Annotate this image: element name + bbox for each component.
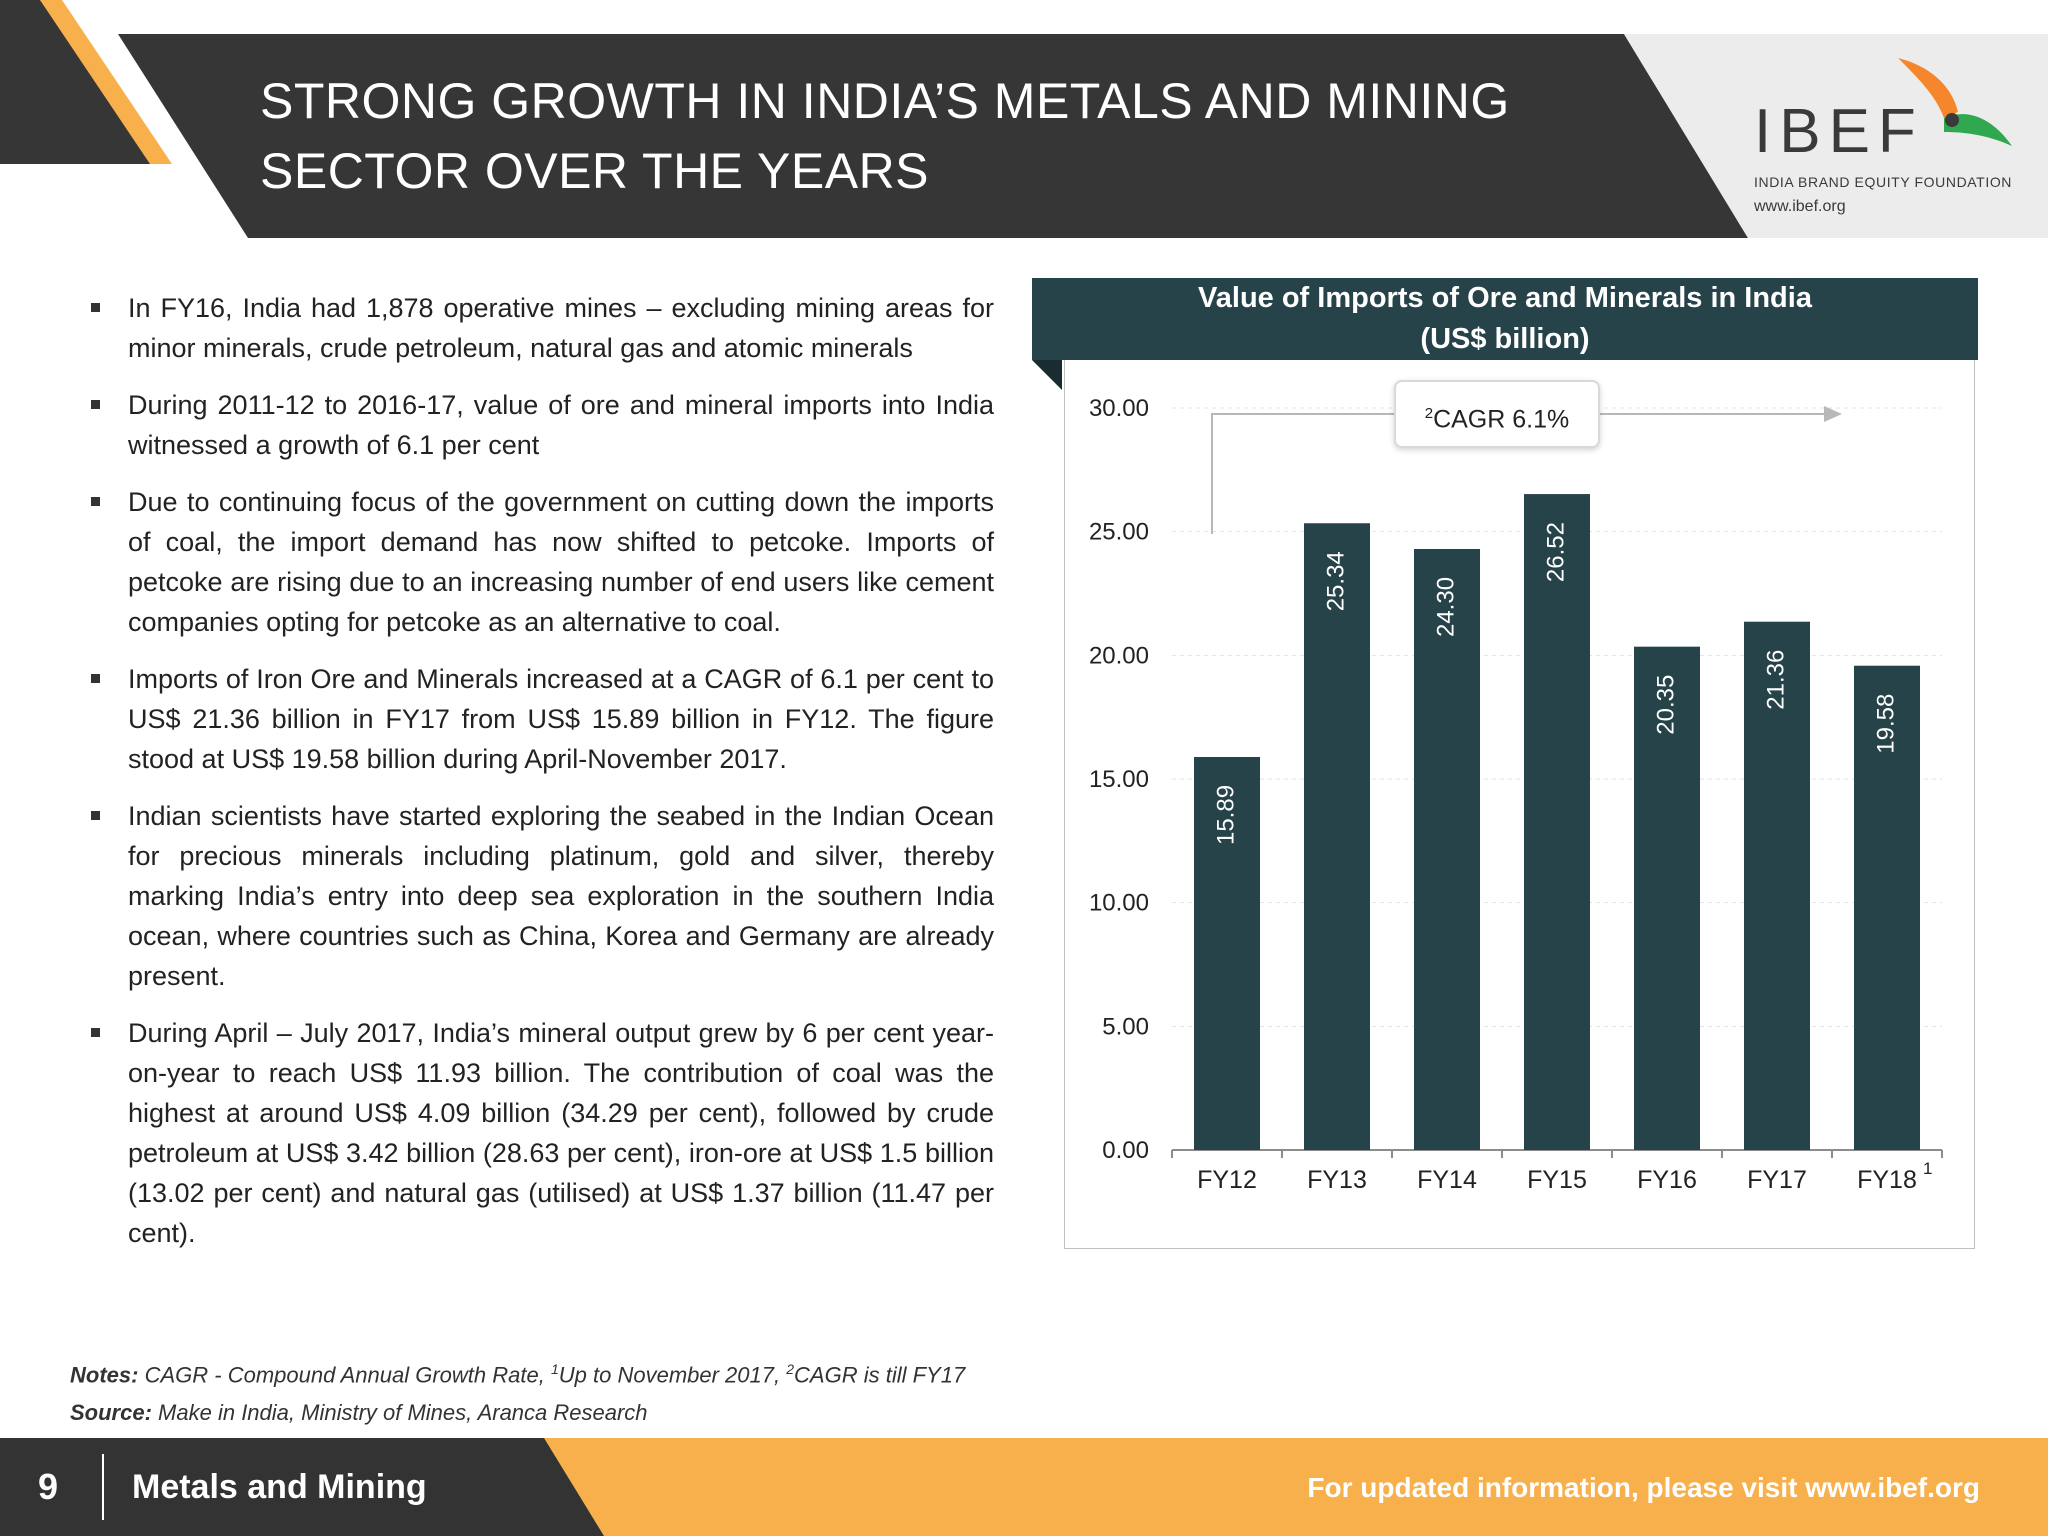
bullet-text: Imports of Iron Ore and Minerals increas… (128, 664, 994, 774)
bar (1524, 494, 1590, 1150)
page-number: 9 (38, 1466, 59, 1507)
notes-superscript-2: 2 (786, 1361, 795, 1377)
page-title: STRONG GROWTH IN INDIA’S METALS AND MINI… (260, 66, 1610, 206)
bullet-square-icon (91, 497, 100, 506)
bullet-text: During 2011-12 to 2016-17, value of ore … (128, 390, 994, 460)
cagr-arrow-line (1211, 413, 1394, 534)
cagr-arrow-head-icon (1824, 406, 1842, 422)
header-orange-stripe (40, 0, 172, 164)
y-tick-label: 25.00 (1089, 519, 1149, 546)
x-tick-label: FY17 (1747, 1166, 1807, 1194)
bullet-item: Indian scientists have started exploring… (88, 796, 994, 996)
logo-tagline: INDIA BRAND EQUITY FOUNDATION (1754, 174, 2013, 190)
bullet-item: In FY16, India had 1,878 operative mines… (88, 288, 994, 368)
bar-value-label: 20.35 (1652, 675, 1679, 735)
logo-bird-wing-icon (1898, 58, 1958, 118)
footer-dark-shape (0, 1438, 604, 1536)
chart-header-fold (1032, 360, 1062, 390)
notes-label: Notes: (70, 1362, 139, 1388)
footer-dark-block (0, 1438, 604, 1536)
bullet-item: During 2011-12 to 2016-17, value of ore … (88, 385, 994, 465)
y-tick-label: 20.00 (1089, 642, 1149, 669)
x-tick-label: FY12 (1197, 1166, 1257, 1194)
chart-header: Value of Imports of Ore and Minerals in … (1032, 278, 1978, 360)
x-tick-label: FY16 (1637, 1166, 1697, 1194)
bullet-square-icon (91, 811, 100, 820)
bullet-square-icon (91, 400, 100, 409)
notes-text-1: CAGR - Compound Annual Growth Rate, (144, 1362, 545, 1388)
bar-value-label: 21.36 (1762, 650, 1789, 710)
y-tick-label: 10.00 (1089, 890, 1149, 917)
bullet-list: In FY16, India had 1,878 operative mines… (88, 288, 994, 1270)
bar-chart: 0.00 5.00 10.00 15.00 20.00 25.00 30.00 15.89 FY… (1089, 395, 1943, 1194)
bullet-text: Due to continuing focus of the governmen… (128, 487, 994, 637)
x-tick-label: FY13 (1307, 1166, 1367, 1194)
bar (1414, 548, 1480, 1150)
bar (1744, 621, 1810, 1150)
logo-url: www.ibef.org (1754, 198, 1846, 215)
notes-block: Notes: CAGR - Compound Annual Growth Rat… (70, 1350, 965, 1432)
source-label: Source: (70, 1400, 152, 1426)
bullet-text: During April – July 2017, India’s minera… (128, 1018, 994, 1248)
y-tick-label: 5.00 (1102, 1013, 1149, 1040)
source-line: Source: Make in India, Ministry of Mines… (70, 1394, 965, 1432)
source-text: Make in India, Ministry of Mines, Aranca… (158, 1400, 648, 1426)
bullet-item: Due to continuing focus of the governmen… (88, 482, 994, 642)
page-title-line-2: SECTOR OVER THE YEARS (260, 143, 930, 199)
section-title: Metals and Mining (132, 1468, 427, 1506)
bullet-square-icon (91, 303, 100, 312)
x-tick-superscript: 1 (1923, 1159, 1932, 1178)
logo-bird-head-icon (1945, 113, 1959, 127)
notes-text-3: CAGR is till FY17 (794, 1362, 966, 1388)
cagr-superscript: 2 (1424, 405, 1434, 422)
bullet-square-icon (91, 1028, 100, 1037)
bar-value-label: 19.58 (1872, 694, 1899, 754)
cagr-text: CAGR 6.1% (1433, 405, 1570, 434)
footer-divider (102, 1454, 104, 1520)
bullet-item: During April – July 2017, India’s minera… (88, 1013, 994, 1253)
y-tick-label: 15.00 (1089, 766, 1149, 793)
header-background (0, 0, 2048, 238)
bullet-square-icon (91, 674, 100, 683)
footer-link-text[interactable]: For updated information, please visit ww… (1307, 1472, 1980, 1503)
bar-value-label: 15.89 (1212, 785, 1239, 845)
bar (1634, 646, 1700, 1150)
cagr-annotation: 2CAGR 6.1% (1394, 380, 1600, 448)
bar (1304, 523, 1370, 1150)
bar (1854, 665, 1920, 1150)
logo-bird-tail-icon (1944, 114, 2012, 146)
y-tick-label: 0.00 (1102, 1137, 1149, 1164)
bullet-text: Indian scientists have started exploring… (128, 801, 994, 991)
bar (1194, 756, 1260, 1150)
logo-name: IBEF (1754, 97, 1924, 166)
notes-text-2: Up to November 2017, (558, 1362, 781, 1388)
chart-title: Value of Imports of Ore and Minerals in … (1198, 282, 1812, 314)
x-tick-label: FY15 (1527, 1166, 1587, 1194)
bar-value-label: 24.30 (1432, 577, 1459, 637)
bar-value-label: 26.52 (1542, 522, 1569, 582)
notes-line: Notes: CAGR - Compound Annual Growth Rat… (70, 1350, 965, 1394)
x-tick-label: FY18 (1857, 1166, 1917, 1194)
y-tick-label: 30.00 (1089, 395, 1149, 422)
chart-subtitle: (US$ billion) (1420, 323, 1590, 355)
bullet-item: Imports of Iron Ore and Minerals increas… (88, 659, 994, 779)
bullet-text: In FY16, India had 1,878 operative mines… (128, 293, 994, 363)
x-tick-label: FY14 (1417, 1166, 1477, 1194)
header-title-band (118, 34, 1748, 238)
bar-value-label: 25.34 (1322, 551, 1349, 611)
page-title-line-1: STRONG GROWTH IN INDIA’S METALS AND MINI… (260, 73, 1510, 129)
notes-superscript-1: 1 (550, 1361, 559, 1377)
